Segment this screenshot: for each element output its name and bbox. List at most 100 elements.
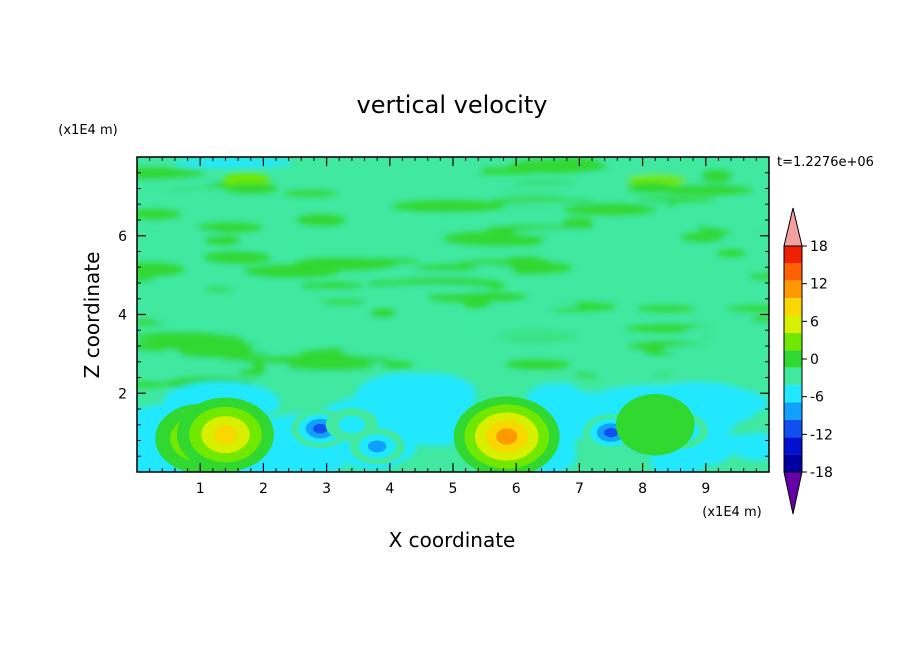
contour-level xyxy=(213,425,238,444)
field-patch xyxy=(173,157,293,169)
contour-level xyxy=(367,440,387,453)
field-patch xyxy=(243,323,341,337)
colorbar-segment xyxy=(784,332,802,351)
field-patch xyxy=(239,309,355,325)
colorbar-extend-max xyxy=(783,207,803,247)
x-tick-label: 9 xyxy=(701,481,710,497)
field-patch xyxy=(571,360,680,376)
field-patch xyxy=(296,214,346,227)
field-patch xyxy=(487,184,612,193)
field-patch xyxy=(414,264,480,272)
heatmap-field xyxy=(137,157,769,472)
colorbar-segment xyxy=(784,263,802,281)
field-patch xyxy=(426,291,528,303)
x-axis: 1 2 3 4 5 6 7 8 9 xyxy=(149,157,757,497)
x-axis-label: X coordinate xyxy=(389,528,516,552)
updraft-cell xyxy=(453,396,560,472)
field-patch xyxy=(576,315,659,321)
field-patch xyxy=(562,203,658,216)
field-patch xyxy=(137,167,205,180)
x-tick-label: 3 xyxy=(322,481,331,497)
field-patch xyxy=(282,190,339,197)
y-unit-label: (x1E4 m) xyxy=(58,123,117,138)
contour-level xyxy=(615,394,695,456)
colorbar-tick-label: -6 xyxy=(810,390,824,406)
field-patch xyxy=(411,214,508,224)
field-patch xyxy=(380,361,415,370)
colorbar-segment xyxy=(784,246,802,264)
field-patch xyxy=(715,249,747,257)
colorbar-extend-min xyxy=(783,471,803,515)
field-patch xyxy=(180,231,223,238)
field-patch xyxy=(730,263,769,275)
field-patch xyxy=(137,208,182,220)
y-tick-label: 2 xyxy=(118,386,127,402)
field-patch xyxy=(156,359,255,372)
field-patch xyxy=(670,349,764,363)
field-patch xyxy=(474,307,559,320)
field-patch xyxy=(508,159,608,174)
field-patch xyxy=(204,235,242,246)
x-tick-label: 2 xyxy=(259,481,268,497)
field-patch xyxy=(137,262,186,277)
field-patch xyxy=(137,279,209,294)
field-patch xyxy=(341,313,445,326)
x-tick-label: 4 xyxy=(385,481,394,497)
field-patch xyxy=(635,197,716,203)
downdraft-cell xyxy=(349,428,405,465)
contour-level xyxy=(603,427,619,438)
colorbar-tick-label: 6 xyxy=(810,314,819,330)
field-patch xyxy=(203,251,271,264)
field-patch xyxy=(751,316,769,322)
updraft-cell xyxy=(177,397,274,472)
y-axis-label: Z coordinate xyxy=(80,252,104,379)
field-patch xyxy=(250,344,288,353)
field-patch xyxy=(137,188,209,202)
x-tick-label: 1 xyxy=(196,481,205,497)
field-patch xyxy=(726,305,769,312)
colorbar-segment xyxy=(784,367,802,386)
field-patch xyxy=(219,279,307,292)
colorbar-segment xyxy=(784,280,802,299)
colorbar-tick-label: 18 xyxy=(810,239,828,255)
field-patch xyxy=(591,250,704,264)
x-unit-label: (x1E4 m) xyxy=(702,505,761,520)
field-patch xyxy=(243,264,340,278)
colorbar-segment xyxy=(784,315,802,333)
field-patch xyxy=(534,314,579,330)
colorbar-segment xyxy=(784,385,802,403)
field-patch xyxy=(197,222,263,233)
field-patch xyxy=(684,324,769,338)
field-patch xyxy=(630,264,739,279)
colorbar-segment xyxy=(784,402,802,420)
y-tick-label: 4 xyxy=(118,308,127,324)
field-patch xyxy=(281,226,330,234)
field-patch xyxy=(479,300,580,310)
field-patch xyxy=(137,332,225,342)
chart-title: vertical velocity xyxy=(357,91,548,119)
field-patch xyxy=(391,200,505,213)
field-patch xyxy=(448,374,556,386)
colorbar-segment xyxy=(784,454,802,472)
field-patch xyxy=(701,217,769,231)
field-patch xyxy=(299,282,365,290)
colorbar-tick-label: -12 xyxy=(810,427,833,443)
field-patch xyxy=(157,349,183,364)
field-patch xyxy=(137,199,208,207)
field-patch xyxy=(369,308,397,318)
x-tick-label: 6 xyxy=(512,481,521,497)
time-label: t=1.2276e+06 xyxy=(777,155,874,170)
field-patch xyxy=(374,161,484,178)
field-patch xyxy=(224,182,278,194)
y-axis: 2 4 6 xyxy=(118,172,769,457)
field-patch xyxy=(353,242,435,258)
x-tick-label: 5 xyxy=(449,481,458,497)
field-patch xyxy=(320,299,367,305)
field-patch xyxy=(343,257,420,264)
field-patch xyxy=(701,169,733,183)
field-patch xyxy=(137,276,157,282)
field-patch xyxy=(242,356,335,364)
x-tick-label: 8 xyxy=(638,481,647,497)
field-patch xyxy=(378,372,477,416)
